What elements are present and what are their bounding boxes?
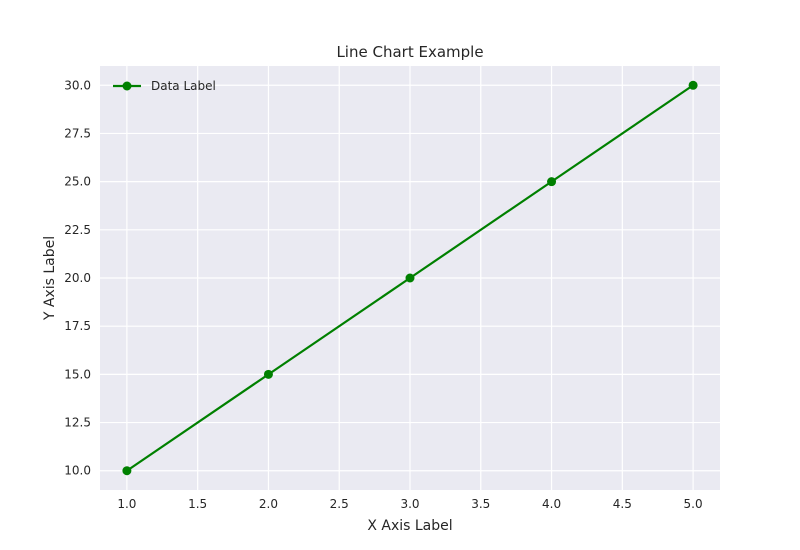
y-tick-label: 30.0 <box>64 78 91 92</box>
y-tick-label: 12.5 <box>64 416 91 430</box>
y-tick-label: 25.0 <box>64 175 91 189</box>
data-point <box>688 80 698 90</box>
y-tick-label: 10.0 <box>64 464 91 478</box>
chart-title: Line Chart Example <box>336 43 483 61</box>
x-axis-label: X Axis Label <box>367 518 452 534</box>
legend: Data Label <box>113 79 216 93</box>
y-tick-label: 17.5 <box>64 319 91 333</box>
x-axis-ticks: 1.0 1.5 2.0 2.5 3.0 3.5 4.0 4.5 5.0 <box>117 497 702 511</box>
data-point <box>547 177 557 187</box>
legend-entry-label: Data Label <box>151 79 216 93</box>
series-layer <box>122 80 698 476</box>
data-point <box>405 273 415 283</box>
x-tick-label: 3.0 <box>400 497 419 511</box>
x-tick-label: 4.0 <box>542 497 561 511</box>
y-tick-label: 27.5 <box>64 126 91 140</box>
x-tick-label: 1.5 <box>188 497 207 511</box>
data-point <box>122 466 132 476</box>
y-axis-label: Y Axis Label <box>42 236 58 321</box>
x-tick-label: 5.0 <box>684 497 703 511</box>
y-axis-ticks: 10.0 12.5 15.0 17.5 20.0 22.5 25.0 27.5 30.0 <box>64 78 91 477</box>
legend-marker-swatch <box>122 81 132 91</box>
x-tick-label: 2.5 <box>330 497 349 511</box>
x-tick-label: 3.5 <box>471 497 490 511</box>
y-tick-label: 15.0 <box>64 367 91 381</box>
data-point <box>263 369 273 379</box>
x-tick-label: 4.5 <box>613 497 632 511</box>
x-tick-label: 2.0 <box>259 497 278 511</box>
x-tick-label: 1.0 <box>117 497 136 511</box>
y-tick-label: 20.0 <box>64 271 91 285</box>
y-tick-label: 22.5 <box>64 223 91 237</box>
